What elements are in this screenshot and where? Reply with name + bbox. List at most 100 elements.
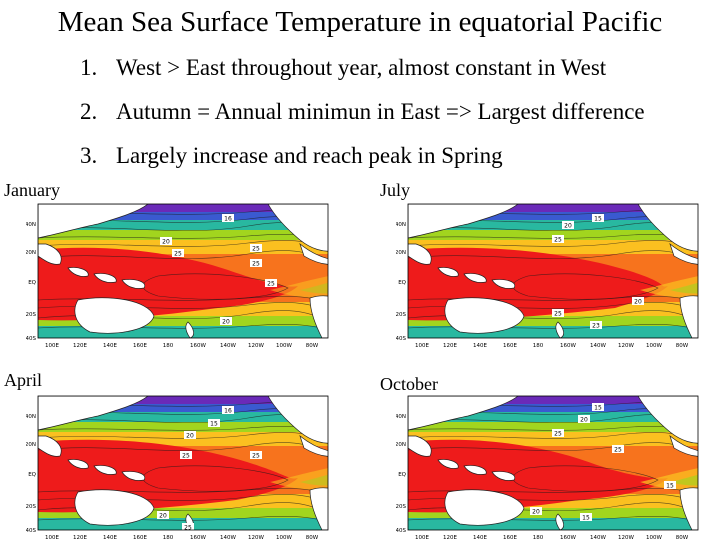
latitude-tick: EQ	[398, 280, 406, 286]
longitude-tick: 80W	[676, 343, 689, 349]
land-mass	[67, 459, 89, 469]
land-mass	[93, 465, 117, 475]
contour-label-bg	[250, 451, 262, 459]
temperature-band	[38, 220, 328, 231]
contour-label: 20	[564, 223, 572, 230]
contour-label-bg	[250, 259, 262, 267]
longitude-tick: 80W	[306, 535, 319, 541]
east-cold-tongue-core	[300, 474, 328, 486]
land-mass	[408, 396, 519, 431]
land-mass	[437, 459, 459, 469]
latitude-tick: 40S	[26, 528, 36, 534]
land-mass	[93, 273, 117, 283]
temperature-band	[38, 204, 328, 213]
longitude-tick: 80W	[306, 343, 319, 349]
contour-label: 15	[594, 216, 602, 223]
contour-label-bg	[157, 511, 169, 519]
july-label: July	[380, 180, 411, 200]
east-cold-tongue-core	[670, 282, 698, 294]
october-label: October	[380, 374, 438, 394]
longitude-tick: 120E	[73, 343, 87, 349]
longitude-tick: 140E	[473, 535, 487, 541]
longitude-tick: 100W	[276, 535, 292, 541]
isotherm-line	[512, 273, 659, 300]
contour-label-bg	[664, 481, 676, 489]
longitude-tick: 120W	[618, 535, 634, 541]
latitude-tick: EQ	[28, 472, 36, 478]
land-mass	[67, 267, 89, 277]
contour-label: 16	[224, 408, 232, 415]
longitude-tick: 120W	[618, 343, 634, 349]
contour-label-bg	[578, 415, 590, 423]
contour-label-bg	[208, 419, 220, 427]
january-sst-map: 16 20 25 25 25 25 20 40N 20N EQ 20S 40S 100E 120E 140E…	[26, 196, 336, 354]
contour-label: 16	[224, 216, 232, 223]
land-mass	[463, 465, 487, 475]
contour-label: 25	[182, 453, 190, 460]
longitude-tick: 80W	[676, 535, 689, 541]
land-mass	[669, 434, 698, 457]
land-mass	[408, 435, 432, 457]
contour-label: 25	[614, 447, 622, 454]
slide-title: Mean Sea Surface Temperature in equatori…	[57, 6, 663, 38]
longitude-tick: 160E	[133, 535, 147, 541]
temperature-band	[38, 212, 328, 221]
contour-label: 25	[252, 246, 260, 253]
longitude-tick: 180	[163, 535, 174, 541]
contour-label-bg	[184, 431, 196, 439]
east-cold-tongue	[640, 276, 698, 299]
longitude-tick: 140W	[220, 343, 236, 349]
longitude-tick: 100W	[276, 343, 292, 349]
longitude-tick: 100W	[646, 535, 662, 541]
longitude-tick: 140E	[103, 535, 117, 541]
land-mass	[267, 204, 328, 252]
contour-label: 20	[222, 319, 230, 326]
contour-label: 25	[554, 237, 562, 244]
contour-label: 20	[580, 417, 588, 424]
contour-label-bg	[180, 451, 192, 459]
land-mass	[491, 279, 516, 289]
land-mass	[38, 396, 149, 431]
contour-label: 23	[592, 323, 600, 330]
contour-label-bg	[530, 507, 542, 515]
contour-label: 20	[162, 239, 170, 246]
longitude-tick: 100W	[646, 343, 662, 349]
contour-label-bg	[160, 237, 172, 245]
east-cold-tongue-core	[670, 474, 698, 486]
april-sst-map: 16 15 20 25 25 20 25 40N 20N EQ 20S 40S 100E 120E 140E…	[26, 388, 336, 546]
longitude-tick: 140W	[590, 343, 606, 349]
latitude-tick: 20S	[26, 312, 36, 318]
land-mass	[121, 279, 146, 289]
contour-label-bg	[265, 279, 277, 287]
map-frame	[407, 203, 699, 339]
temperature-band	[408, 212, 698, 221]
temperature-band	[408, 508, 698, 519]
longitude-tick: 160E	[133, 343, 147, 349]
temperature-band	[38, 316, 328, 327]
land-mass	[74, 489, 155, 526]
latitude-tick: 40N	[26, 222, 36, 228]
longitude-tick: 120W	[248, 535, 264, 541]
temperature-band	[38, 508, 328, 519]
temperature-band	[408, 204, 698, 213]
longitude-tick: 100E	[415, 535, 429, 541]
latitude-tick: 40S	[396, 528, 406, 534]
contour-label: 20	[186, 433, 194, 440]
latitude-tick: 40N	[396, 222, 406, 228]
east-cold-tongue	[270, 276, 328, 299]
longitude-tick: 160E	[503, 535, 517, 541]
sst-map-svg: 16 20 25 25 25 25 20 40N 20N EQ 20S 40S 100E 120E 140E…	[26, 203, 329, 349]
land-mass	[38, 435, 62, 457]
latitude-tick: EQ	[28, 280, 36, 286]
contour-label-bg	[222, 406, 234, 414]
map-frame	[407, 395, 699, 531]
contour-label-bg	[632, 297, 644, 305]
temperature-band	[38, 396, 328, 405]
july-sst-map: 15 20 25 25 23 20 40N 20N EQ 20S 40S 100E 120E 140E 16…	[396, 196, 706, 354]
contour-label-bg	[552, 235, 564, 243]
longitude-tick: 180	[533, 535, 544, 541]
temperature-band	[38, 404, 328, 413]
east-cold-tongue	[640, 468, 698, 491]
contour-label: 20	[159, 513, 167, 520]
